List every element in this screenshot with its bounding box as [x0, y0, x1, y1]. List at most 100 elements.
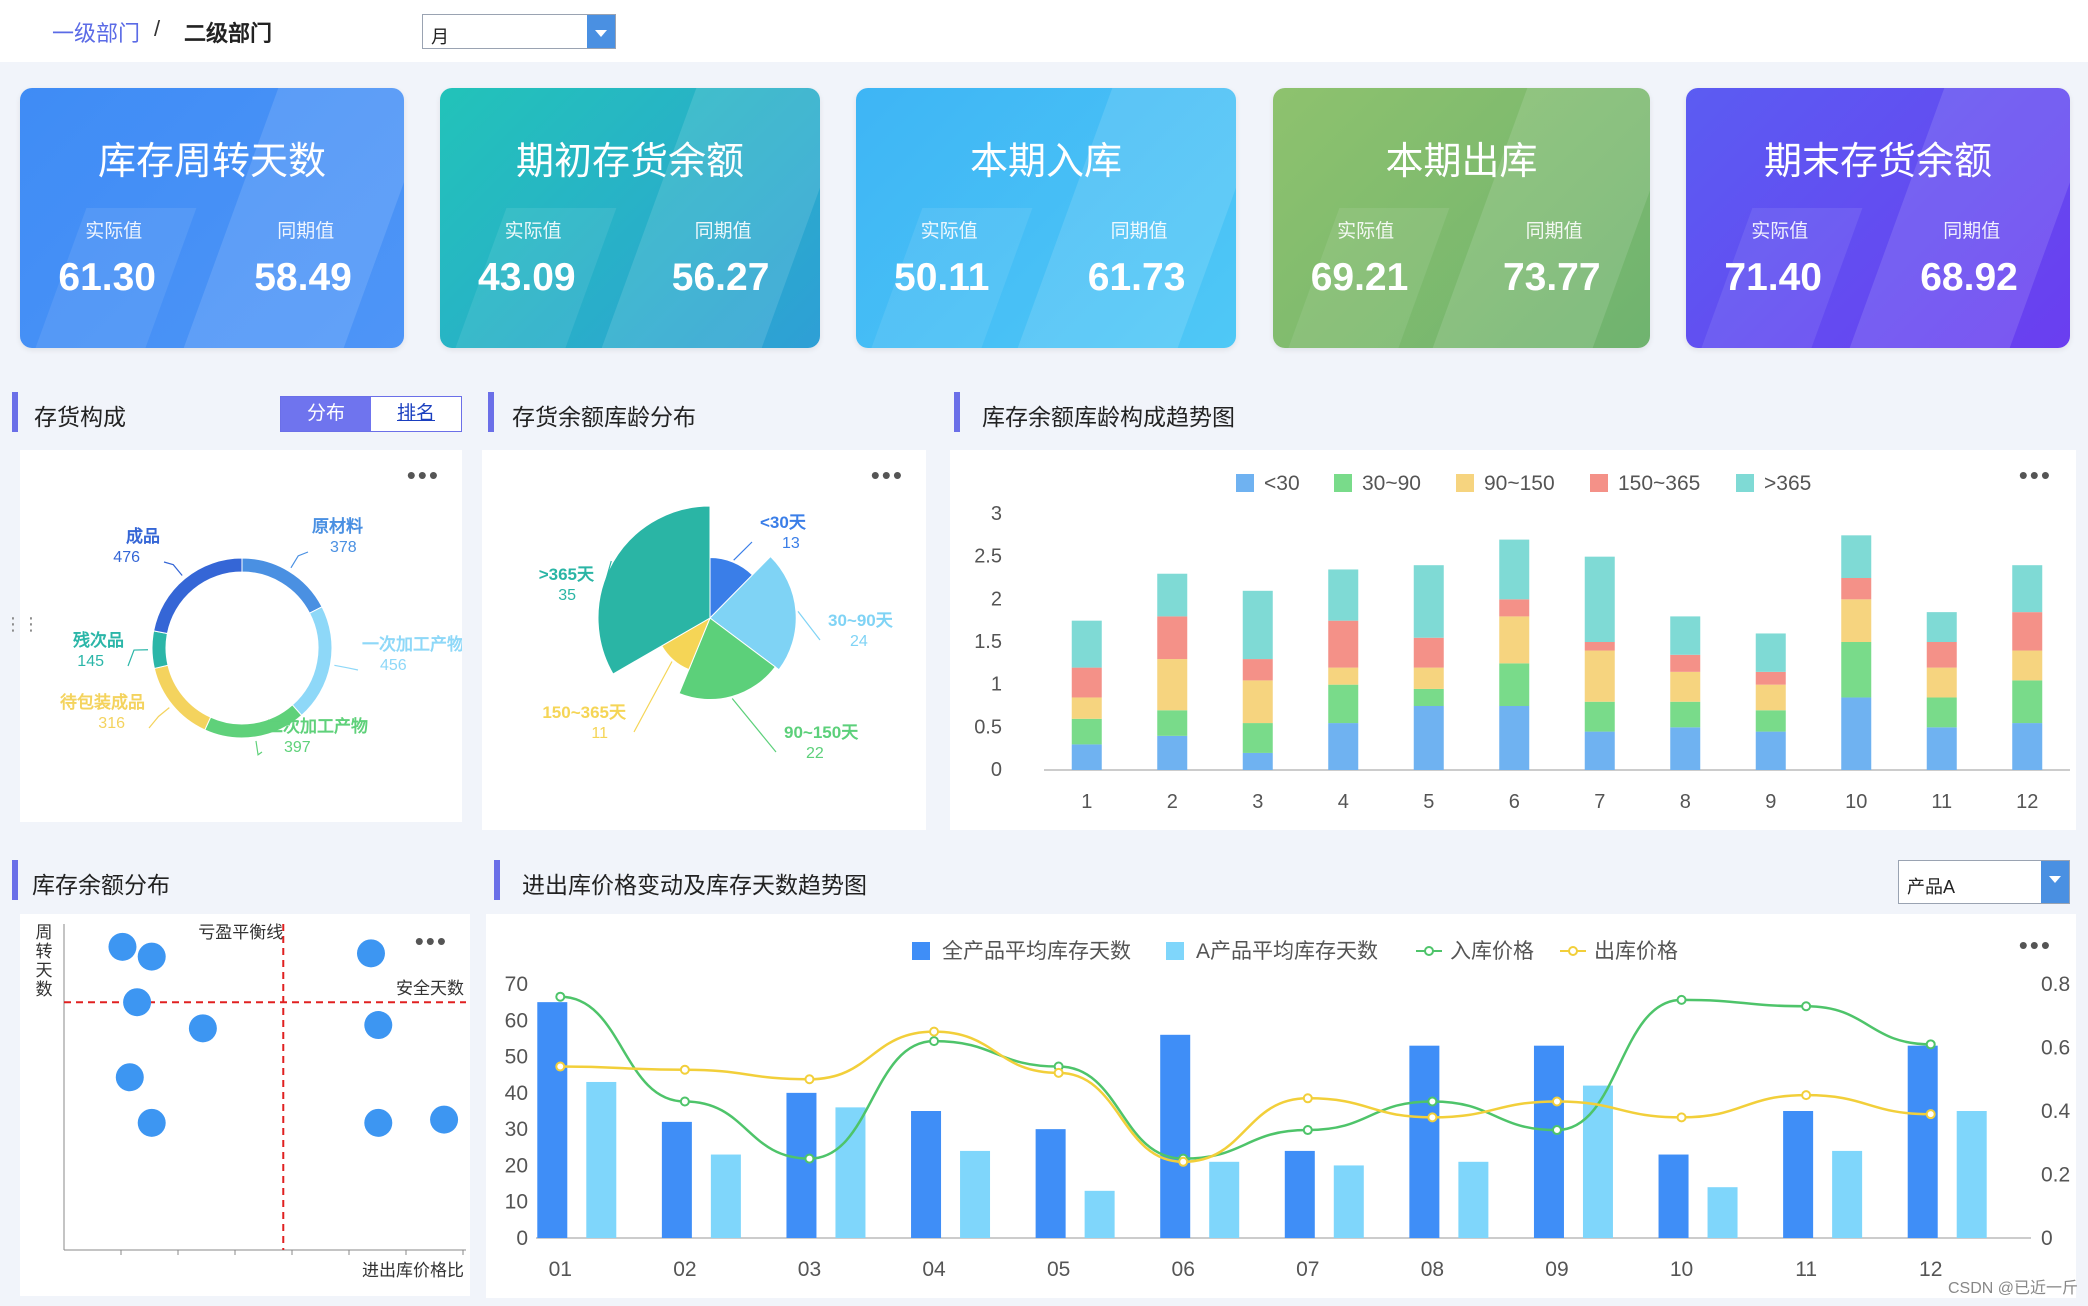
- x-tick-label: 5: [1423, 791, 1434, 813]
- stacked-bar-segment: [1755, 633, 1786, 672]
- kpi-actual-label: 实际值: [504, 221, 562, 242]
- bar: [1533, 1045, 1564, 1238]
- stacked-bar-segment: [1328, 569, 1359, 621]
- breadcrumb-level1[interactable]: 一级部门: [52, 21, 141, 46]
- more-menu-icon[interactable]: •••: [2018, 460, 2052, 490]
- scatter-point: [115, 1063, 144, 1092]
- bar: [710, 1154, 741, 1238]
- kpi-card[interactable]: 期初存货余额 实际值 同期值 43.09 56.27: [440, 88, 820, 348]
- y-right-tick-label: 0.8: [2041, 973, 2070, 996]
- kpi-card[interactable]: 期末存货余额 实际值 同期值 71.40 68.92: [1686, 88, 2070, 348]
- period-select[interactable]: 月: [422, 14, 616, 49]
- rose-slice: [678, 617, 776, 700]
- stacked-bar-segment: [1841, 697, 1872, 770]
- y-right-tick-label: 0: [2041, 1227, 2053, 1250]
- stacked-bar-segment: [2012, 680, 2043, 724]
- slice-label: 原材料: [312, 516, 363, 536]
- line-point: [679, 1064, 690, 1075]
- line-point: [1302, 1125, 1313, 1136]
- donut-slice: [241, 557, 323, 614]
- kpi-yoy-label: 同期值: [1525, 221, 1583, 242]
- aging-panel: ••• <30天 13 30~90天 24 90~150天 22 150~365天 11 >36…: [482, 450, 926, 830]
- stacked-bar-segment: [1926, 697, 1957, 728]
- legend-label: 30~90: [1362, 472, 1421, 495]
- kpi-title: 库存周转天数: [97, 141, 326, 183]
- x-tick-label: 3: [1252, 791, 1263, 813]
- balance-distribution-panel: ••• 亏盈平衡线 安全天数 进出库价格比 周转天数: [20, 914, 470, 1296]
- bar: [960, 1150, 991, 1238]
- slice-label: 90~150天: [784, 723, 859, 742]
- stacked-bar-segment: [1413, 688, 1444, 706]
- bar: [1160, 1034, 1191, 1238]
- kpi-actual-label: 实际值: [85, 221, 143, 242]
- section-title-aging-trend: 库存余额库龄构成趋势图: [982, 405, 1235, 431]
- slice-label: 30~90天: [828, 611, 894, 630]
- slice-value: 476: [113, 549, 140, 566]
- stacked-bar-segment: [1071, 620, 1102, 668]
- product-select[interactable]: 产品A: [1898, 860, 2070, 904]
- stacked-bar-segment: [1584, 731, 1615, 770]
- more-menu-icon[interactable]: •••: [2018, 930, 2052, 960]
- x-tick-label: 06: [1172, 1258, 1195, 1281]
- more-menu-icon[interactable]: •••: [414, 926, 448, 956]
- x-tick-label: 12: [2016, 791, 2038, 813]
- bar: [1783, 1111, 1814, 1238]
- stacked-bar-segment: [1328, 723, 1359, 770]
- kpi-card[interactable]: 本期出库 实际值 同期值 69.21 73.77: [1273, 88, 1650, 348]
- kpi-actual-value: 50.11: [894, 256, 990, 299]
- scatter-point: [188, 1014, 217, 1043]
- kpi-yoy-label: 同期值: [1110, 221, 1168, 242]
- y-tick-label: 1.5: [974, 631, 1002, 653]
- x-tick-label: 07: [1296, 1258, 1319, 1281]
- rose-slice: [597, 505, 711, 675]
- more-menu-icon[interactable]: •••: [870, 460, 904, 490]
- y-axis-label: 周: [36, 923, 53, 942]
- y-tick-label: 2.5: [974, 546, 1002, 568]
- more-menu-icon[interactable]: •••: [406, 460, 440, 490]
- line-point: [555, 991, 566, 1002]
- bar: [911, 1111, 942, 1238]
- kpi-actual-label: 实际值: [1337, 221, 1395, 242]
- scatter-point: [364, 1108, 393, 1137]
- legend-swatch: [1236, 474, 1254, 492]
- label-line: [255, 740, 263, 756]
- stacked-bar-segment: [1413, 706, 1444, 770]
- line-point: [929, 1036, 940, 1047]
- bar: [835, 1107, 866, 1238]
- legend-swatch: [1166, 942, 1184, 960]
- label-line: [601, 560, 612, 595]
- kpi-card[interactable]: 库存周转天数 实际值 同期值 61.30 58.49: [20, 88, 404, 348]
- slice-value: 11: [591, 725, 608, 742]
- tab-ranking[interactable]: 排名: [371, 397, 461, 431]
- stacked-bar-segment: [1157, 573, 1188, 617]
- line-point: [1551, 1125, 1562, 1136]
- y-left-tick-label: 30: [505, 1118, 528, 1141]
- rose-slice: [709, 555, 797, 671]
- y-axis-label: 数: [36, 980, 53, 999]
- y-tick-label: 0.5: [974, 716, 1002, 738]
- stacked-bar-segment: [1242, 680, 1273, 724]
- aging-rose-chart: <30天 13 30~90天 24 90~150天 22 150~365天 11 >365天 35: [539, 505, 894, 762]
- donut-slice: [291, 606, 333, 717]
- stacked-bar-segment: [1670, 701, 1701, 728]
- kpi-actual-label: 实际值: [1751, 221, 1809, 242]
- slice-label: 成品: [126, 526, 160, 546]
- aging-trend-panel: ••• 0 0.5 1 1.5 2 2.5 3 1 2 3 4 5 6 7 8 9 10 11 12 <30 30~90…: [950, 450, 2076, 830]
- drag-handle-icon[interactable]: ⋮⋮: [4, 614, 40, 634]
- stacked-bar-segment: [1242, 590, 1273, 660]
- x-tick-label: 9: [1765, 791, 1776, 813]
- bar: [586, 1081, 617, 1238]
- legend-label: 150~365: [1618, 472, 1700, 495]
- tab-distribution[interactable]: 分布: [281, 397, 371, 431]
- stacked-bar-segment: [2012, 612, 2043, 651]
- kpi-card[interactable]: 本期入库 实际值 同期值 50.11 61.73: [856, 88, 1236, 348]
- line-point: [929, 1026, 940, 1037]
- slice-value: 24: [850, 633, 868, 650]
- breadcrumb-level2: 二级部门: [184, 21, 273, 46]
- composition-panel: ••• 原材料 378 一次加工产物 456 二次加工产物 397 待包装成品 316 残次品 1…: [20, 450, 464, 822]
- donut-slice: [153, 557, 243, 635]
- stacked-bar-segment: [1584, 642, 1615, 651]
- x-tick-label: 8: [1680, 791, 1691, 813]
- bar: [1284, 1150, 1315, 1238]
- x-tick-label: 2: [1167, 791, 1178, 813]
